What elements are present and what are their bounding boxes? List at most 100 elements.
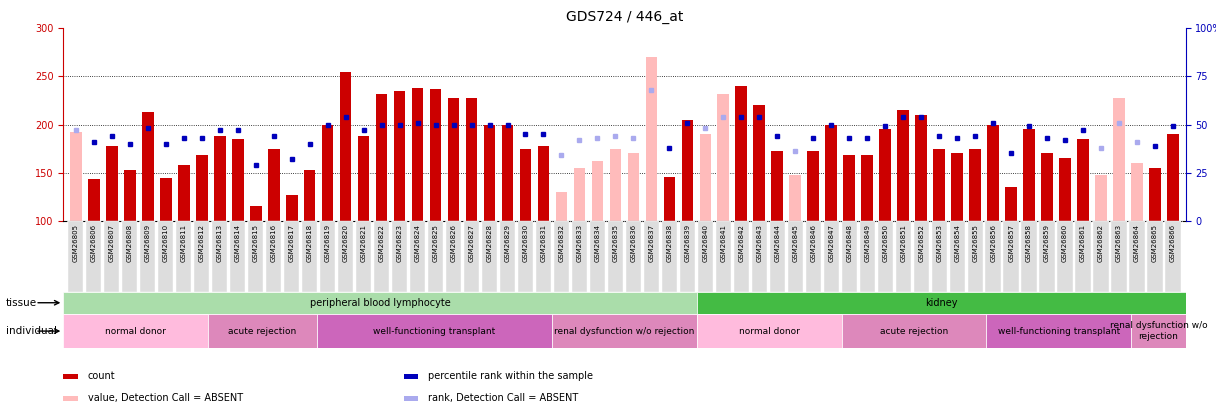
- FancyBboxPatch shape: [608, 221, 623, 292]
- Text: GSM26833: GSM26833: [576, 224, 582, 262]
- Bar: [537, 146, 550, 221]
- Text: GSM26863: GSM26863: [1116, 224, 1122, 262]
- Bar: [376, 94, 388, 221]
- Bar: [447, 98, 460, 221]
- FancyBboxPatch shape: [626, 221, 641, 292]
- FancyBboxPatch shape: [248, 221, 264, 292]
- Text: renal dysfunction w/o
rejection: renal dysfunction w/o rejection: [1110, 322, 1207, 341]
- Text: GSM26841: GSM26841: [720, 224, 726, 262]
- Bar: [466, 98, 478, 221]
- Bar: [316, 314, 552, 348]
- Text: rank, Detection Call = ABSENT: rank, Detection Call = ABSENT: [428, 393, 579, 403]
- Text: GSM26834: GSM26834: [595, 224, 601, 262]
- Text: GSM26845: GSM26845: [793, 224, 798, 262]
- Text: GSM26850: GSM26850: [883, 224, 888, 262]
- Text: GSM26813: GSM26813: [216, 224, 223, 262]
- FancyBboxPatch shape: [1040, 221, 1054, 292]
- FancyBboxPatch shape: [68, 221, 84, 292]
- FancyBboxPatch shape: [1111, 221, 1127, 292]
- Bar: [986, 314, 1131, 348]
- Bar: [232, 139, 243, 221]
- Bar: [826, 124, 837, 221]
- Text: GSM26865: GSM26865: [1152, 224, 1158, 262]
- Text: GSM26827: GSM26827: [468, 224, 474, 262]
- FancyBboxPatch shape: [158, 221, 174, 292]
- Bar: [736, 86, 747, 221]
- Text: GSM26853: GSM26853: [936, 224, 942, 262]
- Bar: [249, 206, 261, 221]
- Text: GSM26844: GSM26844: [775, 224, 781, 262]
- Text: GSM26817: GSM26817: [288, 224, 294, 262]
- Bar: [1096, 175, 1107, 221]
- Bar: [1131, 163, 1143, 221]
- Text: tissue: tissue: [6, 298, 38, 308]
- FancyBboxPatch shape: [733, 221, 749, 292]
- Text: GSM26816: GSM26816: [271, 224, 277, 262]
- Bar: [196, 155, 208, 221]
- Text: GSM26808: GSM26808: [126, 224, 133, 262]
- FancyBboxPatch shape: [302, 221, 317, 292]
- Text: GDS724 / 446_at: GDS724 / 446_at: [565, 10, 683, 24]
- Bar: [861, 155, 873, 221]
- Text: GSM26839: GSM26839: [685, 224, 691, 262]
- Bar: [627, 153, 640, 221]
- FancyBboxPatch shape: [428, 221, 443, 292]
- Text: GSM26843: GSM26843: [756, 224, 762, 262]
- Bar: [1113, 98, 1125, 221]
- Bar: [106, 146, 118, 221]
- FancyBboxPatch shape: [590, 221, 606, 292]
- FancyBboxPatch shape: [860, 221, 874, 292]
- Bar: [879, 129, 891, 221]
- Bar: [502, 124, 513, 221]
- Text: individual: individual: [6, 326, 57, 336]
- Text: GSM26824: GSM26824: [415, 224, 421, 262]
- Text: GSM26823: GSM26823: [396, 224, 402, 262]
- Bar: [771, 151, 783, 221]
- FancyBboxPatch shape: [195, 221, 209, 292]
- Text: GSM26864: GSM26864: [1135, 224, 1141, 262]
- FancyBboxPatch shape: [212, 221, 227, 292]
- Text: GSM26842: GSM26842: [738, 224, 744, 262]
- Text: GSM26818: GSM26818: [306, 224, 313, 262]
- FancyBboxPatch shape: [878, 221, 893, 292]
- Bar: [63, 314, 208, 348]
- Bar: [897, 110, 910, 221]
- FancyBboxPatch shape: [770, 221, 786, 292]
- FancyBboxPatch shape: [913, 221, 929, 292]
- FancyBboxPatch shape: [823, 221, 839, 292]
- Text: GSM26861: GSM26861: [1080, 224, 1086, 262]
- Bar: [664, 177, 675, 221]
- FancyBboxPatch shape: [122, 221, 137, 292]
- Text: GSM26812: GSM26812: [198, 224, 204, 262]
- Text: GSM26866: GSM26866: [1170, 224, 1176, 262]
- FancyBboxPatch shape: [285, 221, 299, 292]
- FancyBboxPatch shape: [140, 221, 156, 292]
- Text: GSM26805: GSM26805: [73, 224, 79, 262]
- Text: GSM26828: GSM26828: [486, 224, 492, 262]
- Text: GSM26860: GSM26860: [1062, 224, 1068, 262]
- Bar: [304, 170, 315, 221]
- FancyBboxPatch shape: [1021, 221, 1037, 292]
- Bar: [519, 149, 531, 221]
- Bar: [63, 292, 697, 314]
- Text: GSM26826: GSM26826: [451, 224, 456, 262]
- Text: GSM26807: GSM26807: [108, 224, 114, 262]
- Bar: [807, 151, 820, 221]
- FancyBboxPatch shape: [446, 221, 461, 292]
- Bar: [697, 314, 841, 348]
- Bar: [609, 149, 621, 221]
- Bar: [71, 132, 81, 221]
- Bar: [934, 149, 945, 221]
- Text: GSM26822: GSM26822: [378, 224, 384, 262]
- FancyBboxPatch shape: [572, 221, 587, 292]
- Bar: [754, 105, 765, 221]
- FancyBboxPatch shape: [698, 221, 713, 292]
- FancyBboxPatch shape: [176, 221, 191, 292]
- FancyBboxPatch shape: [968, 221, 983, 292]
- Bar: [484, 124, 495, 221]
- Bar: [394, 91, 405, 221]
- FancyBboxPatch shape: [950, 221, 964, 292]
- Bar: [1041, 153, 1053, 221]
- FancyBboxPatch shape: [643, 221, 659, 292]
- Text: GSM26838: GSM26838: [666, 224, 672, 262]
